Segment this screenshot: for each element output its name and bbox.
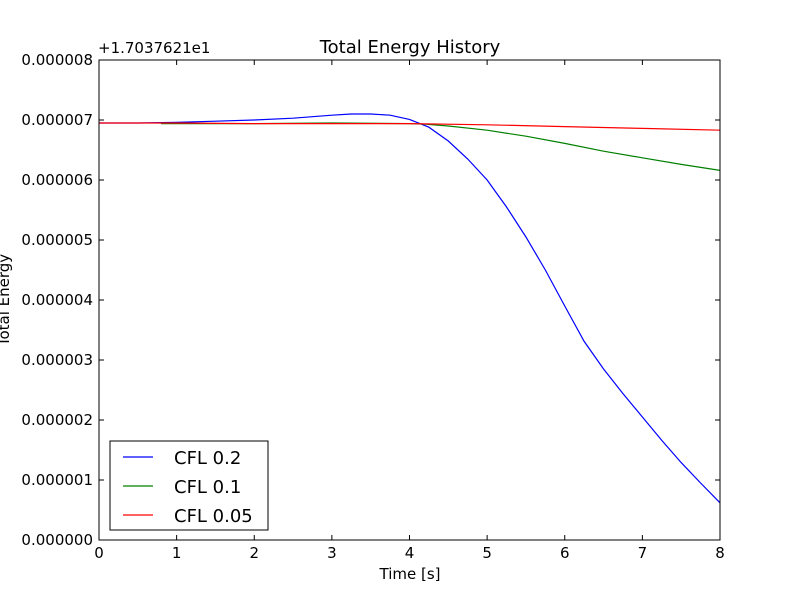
x-tick-label: 8 [715, 544, 725, 562]
x-tick-label: 4 [405, 544, 415, 562]
y-tick-label: 0.000001 [21, 471, 93, 489]
y-axis-label: Total Energy [0, 254, 13, 347]
series-line-3 [99, 122, 721, 131]
plot-frame [98, 59, 721, 541]
chart-title: Total Energy History [319, 37, 501, 58]
legend: CFL 0.2 CFL 0.1 CFL 0.05 [109, 440, 269, 531]
x-tick-label: 1 [172, 544, 182, 562]
x-tick-label: 0 [94, 544, 104, 562]
series-layer [99, 113, 721, 504]
y-tick-label: 0.000004 [21, 291, 93, 309]
x-tick-label: 5 [482, 544, 492, 562]
legend-label-2: CFL 0.1 [174, 477, 241, 498]
legend-label-3: CFL 0.05 [174, 506, 253, 527]
x-tick-label: 3 [327, 544, 337, 562]
y-axis-offset-label: +1.7037621e1 [98, 39, 210, 57]
y-tick-label: 0.000008 [21, 51, 93, 69]
x-tick-label: 6 [560, 544, 570, 562]
y-tick-labels: 0.000000 0.000001 0.000002 0.000003 0.000004… [21, 51, 93, 549]
x-tick-labels: 0 1 2 3 4 5 6 7 8 [94, 544, 725, 562]
y-tick-label: 0.000000 [21, 531, 93, 549]
x-tick-label: 2 [249, 544, 259, 562]
y-tick-label: 0.000005 [21, 231, 93, 249]
series-line-1 [99, 113, 721, 504]
y-tick-label: 0.000007 [21, 111, 93, 129]
y-tick-label: 0.000002 [21, 411, 93, 429]
y-tick-label: 0.000006 [21, 171, 93, 189]
x-axis-label: Time [s] [379, 565, 441, 583]
y-tick-label: 0.000003 [21, 351, 93, 369]
x-tick-label: 7 [638, 544, 648, 562]
legend-label-1: CFL 0.2 [174, 448, 241, 469]
